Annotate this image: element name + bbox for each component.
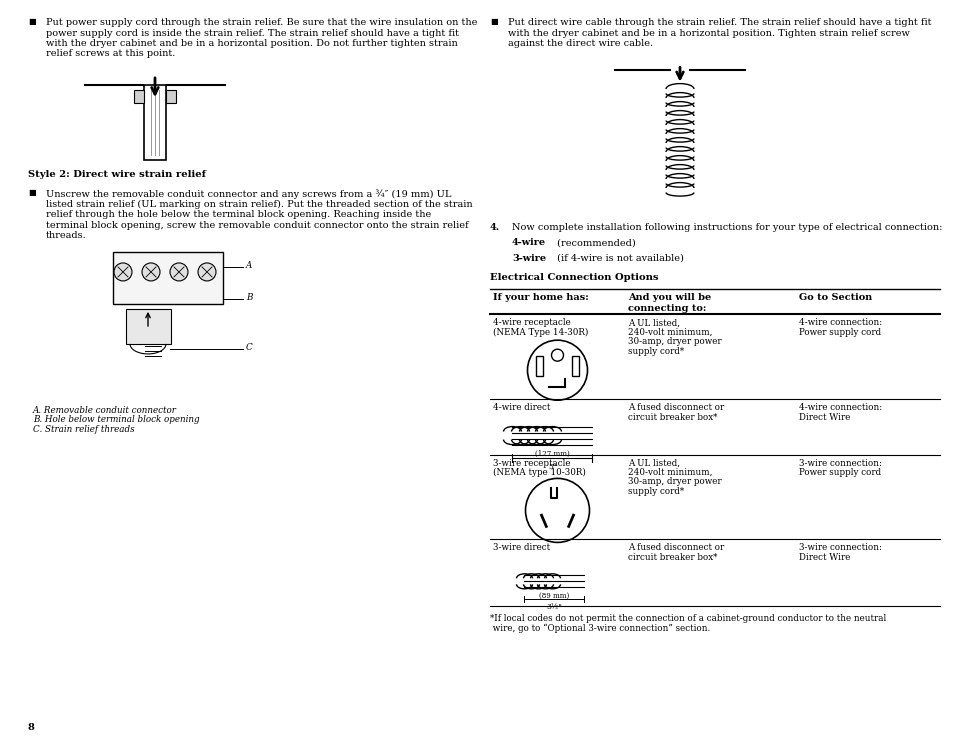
Text: Now complete installation following instructions for your type of electrical con: Now complete installation following inst…: [512, 222, 942, 232]
Text: B: B: [246, 293, 253, 302]
Text: circuit breaker box*: circuit breaker box*: [627, 413, 717, 421]
Text: Go to Section: Go to Section: [799, 293, 871, 302]
Text: 4.: 4.: [490, 222, 499, 232]
Text: Direct Wire: Direct Wire: [799, 413, 849, 421]
Text: 8: 8: [28, 723, 35, 732]
Text: Put power supply cord through the strain relief. Be sure that the wire insulatio: Put power supply cord through the strain…: [46, 18, 476, 27]
Text: supply cord*: supply cord*: [627, 347, 683, 356]
Text: (NEMA Type 14-30R): (NEMA Type 14-30R): [493, 328, 588, 337]
Text: A. Removable conduit connector: A. Removable conduit connector: [33, 406, 176, 415]
Text: 3-wire connection:: 3-wire connection:: [799, 458, 882, 467]
Text: (recommended): (recommended): [554, 238, 635, 247]
Text: (89 mm): (89 mm): [538, 593, 569, 600]
Text: (127 mm): (127 mm): [535, 449, 569, 458]
Bar: [572, 356, 578, 376]
Bar: [166, 90, 175, 103]
Bar: [144, 85, 166, 160]
Text: 3-wire connection:: 3-wire connection:: [799, 543, 882, 552]
Text: 240-volt minimum,: 240-volt minimum,: [627, 468, 712, 477]
Text: 3½": 3½": [546, 604, 562, 611]
Text: ■: ■: [28, 190, 35, 198]
Text: And you will be: And you will be: [627, 293, 711, 302]
Text: circuit breaker box*: circuit breaker box*: [627, 553, 717, 562]
Text: 5": 5": [548, 463, 557, 471]
Bar: [133, 90, 144, 103]
Text: wire, go to “Optional 3-wire connection” section.: wire, go to “Optional 3-wire connection”…: [490, 624, 709, 632]
Text: 4-wire: 4-wire: [512, 238, 545, 247]
Text: relief through the hole below the terminal block opening. Reaching inside the: relief through the hole below the termin…: [46, 210, 431, 219]
Text: Direct Wire: Direct Wire: [799, 553, 849, 562]
Text: connecting to:: connecting to:: [627, 303, 705, 313]
Circle shape: [198, 263, 215, 281]
Text: 30-amp, dryer power: 30-amp, dryer power: [627, 477, 720, 486]
Text: 240-volt minimum,: 240-volt minimum,: [627, 328, 712, 337]
Text: threads.: threads.: [46, 232, 87, 241]
Text: *If local codes do not permit the connection of a cabinet-ground conductor to th: *If local codes do not permit the connec…: [490, 614, 885, 623]
Bar: [536, 356, 542, 376]
Text: terminal block opening, screw the removable conduit connector onto the strain re: terminal block opening, screw the remova…: [46, 221, 468, 230]
Text: A UL listed,: A UL listed,: [627, 318, 679, 327]
Text: ■: ■: [28, 18, 35, 26]
Text: supply cord*: supply cord*: [627, 487, 683, 496]
Circle shape: [170, 263, 188, 281]
Text: ■: ■: [490, 18, 497, 26]
Text: relief screws at this point.: relief screws at this point.: [46, 49, 175, 58]
Circle shape: [142, 263, 160, 281]
Text: 4-wire connection:: 4-wire connection:: [799, 318, 882, 327]
Text: Electrical Connection Options: Electrical Connection Options: [490, 273, 658, 282]
Text: Unscrew the removable conduit connector and any screws from a ¾″ (19 mm) UL: Unscrew the removable conduit connector …: [46, 190, 451, 199]
Text: listed strain relief (UL marking on strain relief). Put the threaded section of : listed strain relief (UL marking on stra…: [46, 200, 472, 209]
Text: 30-amp, dryer power: 30-amp, dryer power: [627, 337, 720, 346]
Text: 4-wire receptacle: 4-wire receptacle: [493, 318, 570, 327]
Text: C: C: [246, 343, 253, 352]
Text: 3-wire receptacle: 3-wire receptacle: [493, 458, 570, 467]
Bar: [112, 252, 223, 304]
Text: Power supply cord: Power supply cord: [799, 328, 881, 337]
Text: A fused disconnect or: A fused disconnect or: [627, 543, 723, 552]
Text: A: A: [246, 261, 253, 270]
Text: 4-wire connection:: 4-wire connection:: [799, 403, 882, 412]
Text: 3-wire direct: 3-wire direct: [493, 543, 550, 552]
Text: A UL listed,: A UL listed,: [627, 458, 679, 467]
Text: 4-wire direct: 4-wire direct: [493, 403, 550, 412]
Text: (if 4-wire is not available): (if 4-wire is not available): [554, 254, 683, 263]
Text: with the dryer cabinet and be in a horizontal position. Tighten strain relief sc: with the dryer cabinet and be in a horiz…: [507, 29, 909, 38]
Text: A fused disconnect or: A fused disconnect or: [627, 403, 723, 412]
Bar: [126, 309, 171, 344]
Text: against the direct wire cable.: against the direct wire cable.: [507, 39, 653, 48]
Text: B. Hole below terminal block opening: B. Hole below terminal block opening: [33, 415, 199, 424]
Text: power supply cord is inside the strain relief. The strain relief should have a t: power supply cord is inside the strain r…: [46, 29, 458, 38]
Text: If your home has:: If your home has:: [493, 293, 588, 302]
Text: (NEMA type 10-30R): (NEMA type 10-30R): [493, 468, 585, 477]
Text: C. Strain relief threads: C. Strain relief threads: [33, 425, 134, 434]
Text: Put direct wire cable through the strain relief. The strain relief should have a: Put direct wire cable through the strain…: [507, 18, 930, 27]
Text: 3-wire: 3-wire: [512, 254, 545, 263]
Text: Style 2: Direct wire strain relief: Style 2: Direct wire strain relief: [28, 170, 206, 179]
Text: with the dryer cabinet and be in a horizontal position. Do not further tighten s: with the dryer cabinet and be in a horiz…: [46, 39, 457, 48]
Text: Power supply cord: Power supply cord: [799, 468, 881, 477]
Circle shape: [113, 263, 132, 281]
